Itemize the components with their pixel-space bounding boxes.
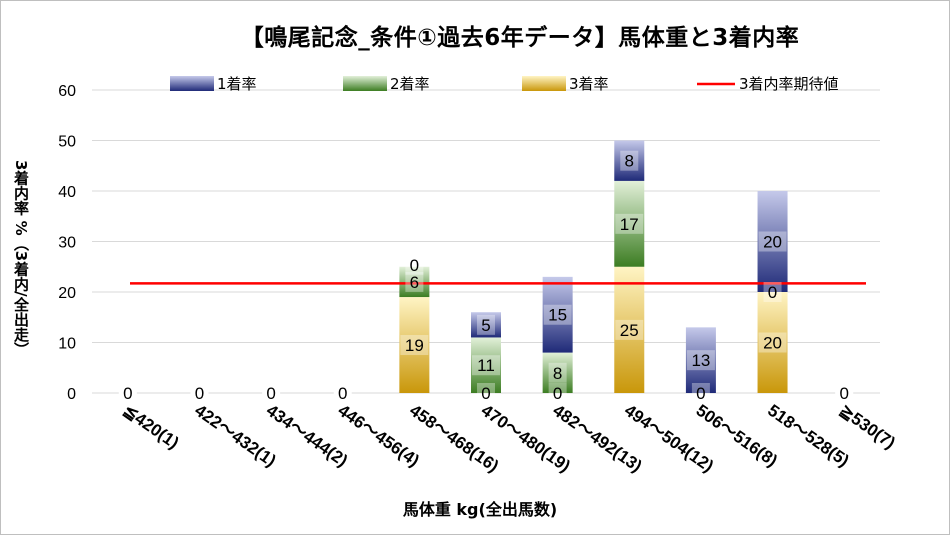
data-label-bg xyxy=(477,383,495,403)
data-label: 11 xyxy=(477,356,495,375)
data-label-bg xyxy=(763,282,782,302)
data-label-bg xyxy=(548,383,567,403)
data-label: 0 xyxy=(768,283,777,302)
legend-label: 1着率 xyxy=(217,75,257,93)
legend-label: 2着率 xyxy=(390,75,430,93)
data-label: 8 xyxy=(553,364,562,383)
legend-swatch xyxy=(170,76,214,91)
data-label: 20 xyxy=(763,334,782,353)
y-axis-label: 3着内率 %（3着内/全出走） xyxy=(12,160,30,357)
data-label-bg xyxy=(405,271,424,292)
data-label-bg xyxy=(543,304,572,325)
data-label-bg xyxy=(615,319,644,340)
y-tick-label: 20 xyxy=(58,285,76,302)
legend-label: 3着率 xyxy=(569,75,609,93)
legend-swatch xyxy=(343,76,387,91)
y-tick-label: 10 xyxy=(58,336,76,353)
data-label-bg xyxy=(548,362,567,383)
data-label-bg xyxy=(405,254,424,275)
bar-segment xyxy=(614,266,645,393)
data-label: 0 xyxy=(696,384,705,403)
y-tick-label: 30 xyxy=(58,235,76,252)
data-label: 0 xyxy=(553,384,562,403)
x-tick-label: ≦420(1) xyxy=(120,401,183,453)
bar-segment xyxy=(399,297,430,393)
data-label: 0 xyxy=(410,256,419,275)
data-label-bg xyxy=(472,355,500,376)
data-label-bg xyxy=(477,314,495,335)
data-label: 15 xyxy=(548,306,567,325)
chart-title: 【鳴尾記念_条件①過去6年データ】馬体重と3着内率 xyxy=(240,25,800,51)
data-label: 6 xyxy=(410,273,419,292)
bar-segment xyxy=(614,140,645,181)
bar-segment xyxy=(542,352,573,393)
data-label: 0 xyxy=(338,384,347,403)
bar-segment xyxy=(614,180,645,267)
data-label-bg xyxy=(691,383,710,403)
data-label-bg xyxy=(615,213,644,234)
bar-segment xyxy=(471,337,501,393)
x-axis-label: 馬体重 kg(全出馬数) xyxy=(402,500,558,519)
data-label-bg xyxy=(758,231,787,252)
bar-segment xyxy=(757,292,788,393)
data-label-bg xyxy=(835,383,854,403)
data-label-bg xyxy=(758,332,787,353)
y-tick-label: 60 xyxy=(58,83,76,100)
data-label-bg xyxy=(333,383,352,403)
legend-label: 3着内率期待値 xyxy=(739,75,839,93)
bar-segment xyxy=(685,327,716,393)
data-label-bg xyxy=(118,383,137,403)
data-label-bg xyxy=(686,350,715,371)
data-label: 13 xyxy=(691,351,710,370)
bar-segment xyxy=(542,276,573,353)
data-label-bg xyxy=(262,383,281,403)
y-tick-label: 50 xyxy=(58,134,76,151)
data-label: 0 xyxy=(481,384,490,403)
data-label: 19 xyxy=(405,336,424,355)
data-label-bg xyxy=(620,150,639,171)
data-label-bg xyxy=(400,335,429,356)
data-label: 5 xyxy=(481,316,490,335)
data-label: 25 xyxy=(620,321,639,340)
data-label: 17 xyxy=(620,215,639,234)
legend-swatch xyxy=(522,76,566,91)
data-label: 0 xyxy=(123,384,132,403)
bar-segment xyxy=(757,191,788,292)
bar-segment xyxy=(471,312,501,338)
y-tick-label: 0 xyxy=(67,386,76,403)
data-label: 8 xyxy=(625,152,634,171)
data-label-bg xyxy=(190,383,209,403)
data-label: 0 xyxy=(839,384,848,403)
data-label: 0 xyxy=(195,384,204,403)
data-label: 20 xyxy=(763,233,782,252)
x-tick-label: ≧530(7) xyxy=(836,401,899,453)
data-label: 0 xyxy=(266,384,275,403)
y-tick-label: 40 xyxy=(58,184,76,201)
bar-segment xyxy=(399,266,430,298)
